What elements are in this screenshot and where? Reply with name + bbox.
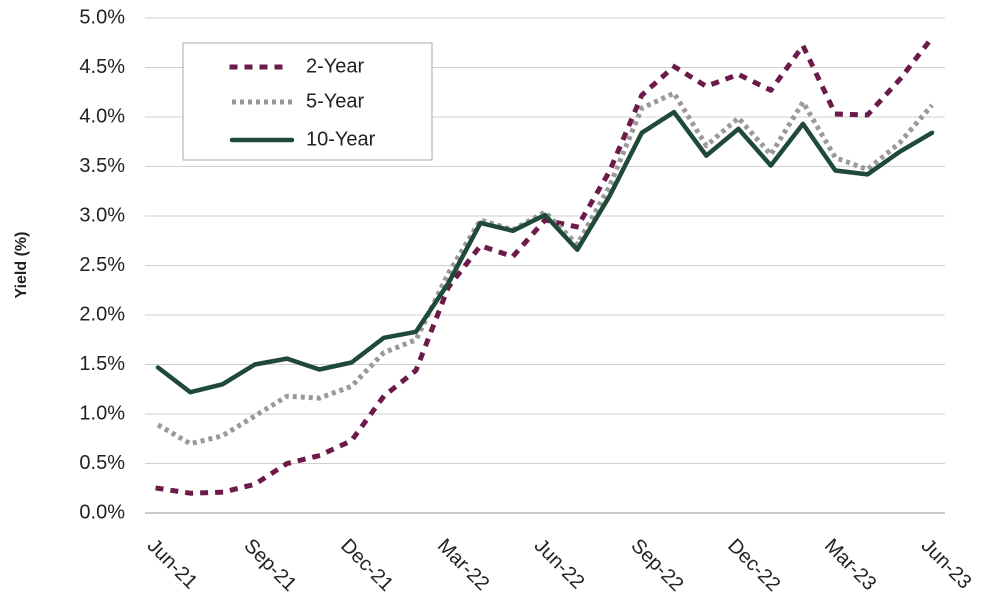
- x-tick-label: Dec-22: [723, 535, 784, 596]
- x-tick-label: Sep-21: [239, 535, 300, 596]
- series-line: [156, 90, 934, 447]
- y-tick-label: 3.0%: [79, 204, 125, 226]
- y-tick-label: 1.5%: [79, 353, 125, 375]
- x-tick-label: Jun-22: [530, 535, 589, 594]
- legend-label: 10-Year: [306, 128, 376, 150]
- y-tick-label: 0.0%: [79, 501, 125, 523]
- y-tick-label: 2.0%: [79, 303, 125, 325]
- y-tick-label: 3.5%: [79, 155, 125, 177]
- legend-label: 5-Year: [306, 90, 365, 112]
- y-tick-label: 1.0%: [79, 402, 125, 424]
- series-line: [155, 34, 936, 496]
- x-tick-label: Mar-23: [820, 535, 880, 595]
- x-tick-label: Mar-22: [433, 535, 493, 595]
- y-tick-label: 4.5%: [79, 56, 125, 78]
- x-tick-label: Jun-23: [917, 535, 976, 594]
- y-tick-label: 2.5%: [79, 254, 125, 276]
- x-tick-label: Jun-21: [143, 535, 202, 594]
- series-line: [155, 109, 935, 395]
- x-tick-label: Dec-21: [336, 535, 397, 596]
- x-tick-label: Sep-22: [626, 535, 687, 596]
- legend-box: [182, 42, 433, 161]
- y-axis-title: Yield (%): [13, 232, 30, 299]
- y-tick-label: 4.0%: [79, 105, 125, 127]
- y-tick-label: 5.0%: [79, 6, 125, 28]
- legend-label: 2-Year: [306, 55, 365, 77]
- y-tick-label: 0.5%: [79, 452, 125, 474]
